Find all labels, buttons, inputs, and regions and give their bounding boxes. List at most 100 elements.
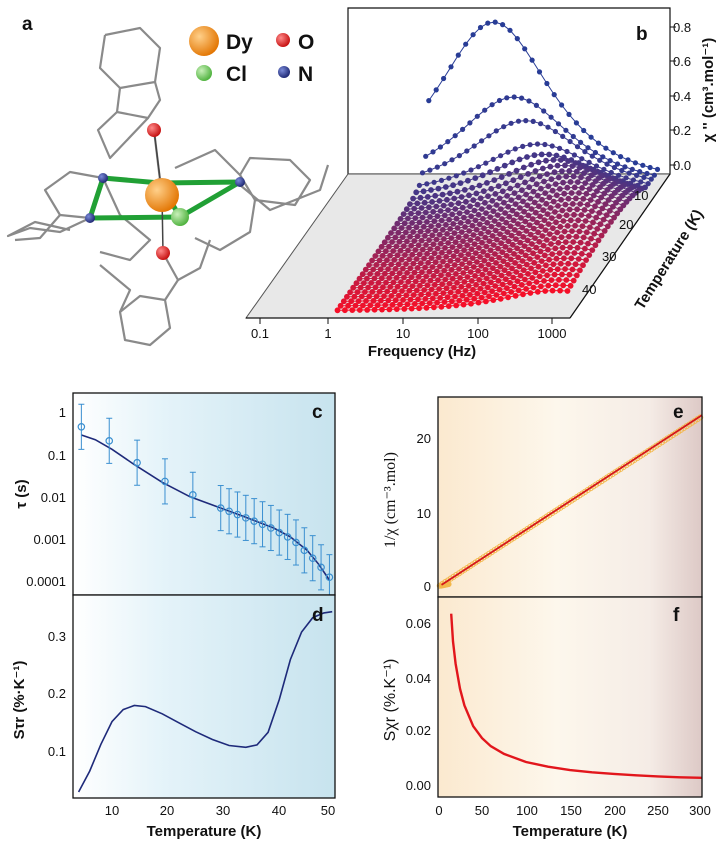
b-curve-point: [442, 276, 449, 283]
b-curve-point: [561, 255, 567, 262]
f-y-tick-1: 0.02: [406, 723, 431, 738]
b-curve-point: [589, 153, 595, 159]
b-curve-point: [437, 208, 444, 214]
b-curve-point: [421, 255, 427, 262]
b-curve-point: [582, 180, 589, 187]
b-curve-point: [419, 246, 426, 253]
b-curve-point: [445, 139, 451, 145]
b-curve-point: [538, 151, 545, 158]
b-curve-point: [454, 257, 461, 263]
b-curve-point: [479, 239, 485, 246]
b-curve-point: [523, 228, 530, 234]
b-curve-point: [435, 277, 441, 283]
b-curve-point: [492, 251, 498, 257]
b-curve-point: [486, 293, 492, 300]
b-curve-point: [421, 287, 428, 293]
b-y-tick-4: 0.8: [673, 20, 691, 35]
b-curve-point: [569, 266, 576, 273]
b-curve-point: [557, 287, 563, 294]
b-curve-point: [430, 273, 437, 279]
b-curve-point: [362, 289, 368, 295]
b-curve-point: [535, 263, 542, 270]
b-curve-point: [538, 283, 544, 290]
b-curve-point: [452, 133, 458, 139]
b-curve-point: [512, 201, 519, 208]
b-curve-point: [432, 227, 439, 234]
b-curve-point: [415, 242, 422, 249]
c-y-tick-2: 0.01: [41, 490, 66, 505]
b-curve-point: [507, 185, 514, 192]
b-curve-point: [604, 161, 610, 167]
b-curve-point: [592, 242, 599, 249]
b-curve-point: [545, 282, 552, 289]
b-curve-point: [541, 252, 548, 259]
b-curve-point: [387, 252, 393, 259]
b-curve-point: [602, 201, 609, 208]
b-curve-point: [502, 276, 509, 283]
b-curve-point: [592, 203, 598, 210]
b-curve-point: [466, 228, 473, 234]
b-curve-point: [529, 57, 535, 63]
b-curve-point: [563, 277, 570, 283]
b-curve-point: [531, 259, 538, 266]
b-curve-point: [598, 232, 605, 239]
b-curve-point: [379, 252, 386, 259]
b-curve-point: [394, 283, 401, 290]
b-curve-point: [380, 261, 387, 268]
b-curve-point: [444, 196, 450, 203]
b-curve-point: [430, 241, 437, 248]
b-curve-point: [396, 238, 403, 245]
f-x-tick-1: 50: [475, 803, 489, 818]
b-curve-point: [420, 223, 427, 230]
b-curve-point: [417, 228, 424, 235]
b-curve-point: [478, 294, 485, 301]
b-curve-point: [469, 222, 476, 229]
b-curve-point: [494, 166, 501, 172]
b-curve-point: [550, 198, 557, 205]
b-curve-point: [552, 181, 559, 188]
b-curve-point: [547, 205, 554, 211]
b-curve-point: [491, 274, 497, 280]
b-curve-point: [517, 174, 524, 181]
b-z-axis-label: Temperature (K): [632, 206, 707, 312]
b-curve-point: [549, 287, 556, 294]
b-curve-point: [526, 184, 533, 191]
b-curve-point: [548, 176, 555, 183]
b-x-tick-0: 0.1: [251, 326, 269, 341]
b-curve-point: [526, 222, 533, 229]
b-curve-point: [376, 257, 383, 264]
d-x-tick-3: 40: [272, 803, 286, 818]
b-curve-point: [429, 264, 436, 270]
b-curve-point: [538, 258, 545, 264]
b-curve-point: [424, 250, 430, 257]
b-curve-point: [543, 262, 549, 269]
b-curve-point: [566, 271, 573, 278]
b-curve-point: [501, 267, 508, 274]
b-curve-point: [573, 272, 580, 279]
b-curve-point: [389, 270, 396, 277]
c-y-tick-3: 0.1: [48, 448, 66, 463]
b-curve-point: [424, 181, 430, 187]
b-curve-point: [632, 160, 639, 166]
b-curve-point: [597, 221, 604, 228]
b-curve-point: [505, 149, 511, 155]
b-curve-point: [564, 288, 571, 294]
b-curve-point: [426, 268, 433, 275]
b-curve-point: [385, 266, 391, 272]
b-curve-point: [405, 215, 411, 222]
b-curve-point: [477, 254, 483, 260]
b-curve-point: [634, 172, 640, 178]
b-curve-point: [420, 188, 427, 195]
b-curve-point: [516, 230, 522, 237]
b-curve-point: [342, 307, 348, 314]
b-curve-point: [461, 279, 468, 285]
b-curve-point: [544, 211, 551, 218]
b-curve-point: [534, 219, 540, 226]
b-curve-point: [462, 287, 469, 294]
b-curve-point: [500, 22, 506, 28]
b-curve-point: [562, 266, 568, 272]
b-curve-point: [552, 128, 559, 135]
b-curve-point: [443, 253, 450, 260]
b-curve-point: [563, 173, 570, 180]
b-curve-point: [540, 165, 546, 172]
